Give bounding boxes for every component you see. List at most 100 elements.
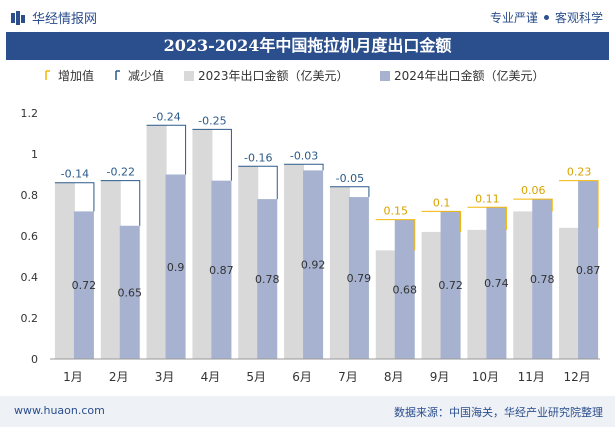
value-label-2024: 0.74 [484,277,509,290]
plot-area: -0.14 0.72 -0.22 0.65 -0.24 0.9 -0.25 0.87 -0.16… [54,110,601,359]
bar-2023 [54,182,75,359]
chart-legend: 增加值 减少值 2023年出口金额（亿美元） 2024年出口金额（亿美元） [45,68,545,83]
y-tick-label: 0.8 [21,189,39,202]
x-tick-label: 4月 [201,370,221,384]
legend-label-3: 2024年出口金额（亿美元） [394,68,545,83]
brand[interactable]: 华经情报网 [10,8,97,27]
decrease-bracket [146,124,187,175]
value-label-2024: 0.72 [72,279,97,292]
tagline-right: 客观科学 [554,11,603,25]
bar-2023 [238,166,259,359]
bar-2024 [486,207,507,359]
y-tick-label: 0.2 [21,312,39,325]
bar-2024 [73,211,94,359]
bar-2023 [513,211,534,359]
change-label: -0.03 [290,149,318,162]
legend-label-0: 增加值 [58,68,94,83]
decrease-bracket [238,165,278,200]
y-tick-label: 0.6 [21,230,39,243]
bar-2023 [284,164,305,359]
bar-2024 [348,197,369,359]
x-tick-label: 7月 [338,370,358,384]
bar-2024 [532,199,553,359]
value-label-2024: 0.79 [347,272,372,285]
value-label-2024: 0.92 [301,259,326,272]
bar-2023 [192,129,213,359]
change-label: -0.22 [107,166,135,179]
x-tick-label: 1月 [63,370,83,384]
value-label-2024: 0.78 [530,273,555,286]
value-label-2024: 0.65 [118,286,143,299]
tagline-left: 专业严谨 [489,11,538,25]
increase-bracket [467,206,507,230]
legend-swatch-2 [380,71,390,81]
brand-logo-icon [11,10,25,25]
bar-2023 [467,229,488,359]
value-label-2024: 0.9 [167,261,185,274]
x-tick-label: 6月 [292,370,312,384]
x-tick-label: 11月 [518,370,545,384]
change-label: -0.24 [152,110,180,123]
value-label-2024: 0.78 [255,273,280,286]
value-label-2024: 0.72 [438,279,463,292]
bar-2024 [165,174,186,359]
y-tick-label: 0.4 [21,271,39,284]
bar-2023 [100,180,121,359]
decrease-bracket [100,180,141,226]
chart-title: 2023-2024年中国拖拉机月度出口金额 [6,32,609,60]
y-tick-label: 1 [31,148,38,161]
top-bar: 华经情报网 专业严谨 客观科学 [0,0,615,34]
legend-swatch-1 [184,71,194,81]
decrease-bracket [329,186,370,198]
change-label: 0.23 [567,166,592,179]
increase-bracket [421,210,462,232]
y-tick-label: 1.2 [21,107,39,120]
change-label: -0.14 [61,168,89,181]
footer-website[interactable]: www.huaon.com [14,404,105,417]
bar-2024 [578,180,599,359]
bar-2024 [119,225,140,359]
decrease-bracket [192,128,232,181]
brand-name: 华经情报网 [32,12,98,27]
bar-2024 [394,219,415,359]
footer: www.huaon.com 数据来源：中国海关，华经产业研究院整理 [0,396,615,427]
decrease-bracket [284,163,324,171]
x-tick-label: 9月 [430,370,450,384]
legend-increase-icon [45,70,50,80]
bar-2023 [421,231,442,359]
tagline: 专业严谨 客观科学 [490,9,603,26]
legend-decrease-icon [115,70,120,80]
change-label: -0.05 [336,172,364,185]
x-tick-label: 2月 [109,370,129,384]
bar-2024 [257,199,278,359]
change-label: -0.25 [198,114,226,127]
value-label-2024: 0.87 [576,264,601,277]
change-label: 0.15 [384,205,409,218]
y-tick-label: 0 [31,353,38,366]
bar-2023 [329,186,350,359]
value-label-2024: 0.87 [209,264,234,277]
bar-2023 [375,250,396,359]
bar-2024 [303,170,324,359]
legend-label-2: 2023年出口金额（亿美元） [198,68,349,83]
y-axis: 0 0.2 0.4 0.6 0.8 1 1.2 [21,107,39,366]
bar-2023 [559,227,580,359]
change-label: -0.16 [244,151,272,164]
bar-2024 [440,211,461,359]
footer-source: 数据来源：中国海关，华经产业研究院整理 [394,406,603,419]
x-tick-label: 12月 [563,370,590,384]
x-tick-label: 8月 [384,370,404,384]
increase-bracket [513,198,553,212]
decrease-bracket [54,182,95,212]
value-label-2024: 0.68 [393,283,418,296]
bar-2023 [146,125,167,359]
change-label: 0.11 [475,192,500,205]
legend-label-1: 减少值 [128,68,164,83]
bullet-dot-icon [543,15,549,20]
change-label: 0.06 [521,184,546,197]
increase-bracket [559,180,599,228]
increase-bracket [375,219,416,251]
chart: 增加值 减少值 2023年出口金额（亿美元） 2024年出口金额（亿美元） 00.20… [21,68,601,384]
bar-2024 [211,180,232,359]
x-tick-label: 3月 [155,370,175,384]
